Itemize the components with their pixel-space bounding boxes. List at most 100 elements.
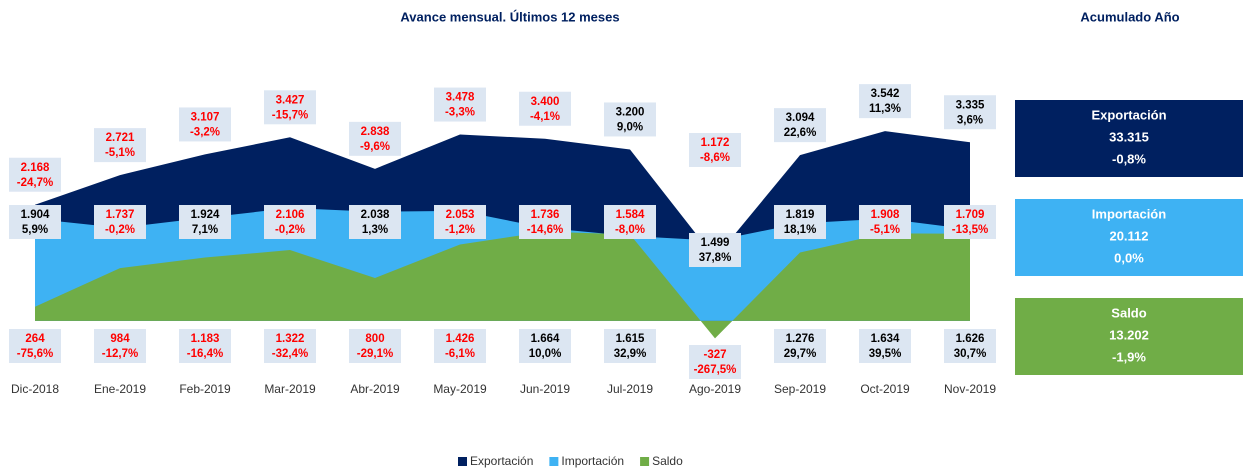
value-label: 3.335 — [956, 99, 985, 111]
value-label: -327 — [703, 349, 726, 361]
summary-box — [1015, 100, 1243, 177]
value-label: 2.721 — [106, 132, 135, 144]
label-box — [689, 233, 741, 267]
value-label: 1.183 — [191, 333, 220, 345]
value-label: 3.542 — [871, 88, 900, 100]
label-box — [519, 329, 571, 363]
label-box — [9, 329, 61, 363]
x-tick-label: Dic-2018 — [11, 382, 59, 396]
value-label: 1.908 — [871, 209, 900, 221]
label-box — [179, 107, 231, 142]
value-label: 1.736 — [531, 209, 560, 221]
value-label: 1.276 — [786, 333, 815, 345]
change-label: -1,2% — [445, 224, 475, 236]
change-label: 7,1% — [192, 224, 218, 236]
label-box — [859, 329, 911, 363]
label-box — [604, 102, 656, 137]
value-label: 800 — [365, 333, 384, 345]
summary-name: Importación — [1092, 206, 1166, 221]
change-label: -13,5% — [952, 224, 988, 236]
change-label: 9,0% — [617, 121, 643, 133]
summary-title: Acumulado Año — [1080, 9, 1179, 24]
change-label: 39,5% — [869, 348, 902, 360]
summary-value: 20.112 — [1109, 228, 1148, 243]
change-label: 5,9% — [22, 224, 48, 236]
change-label: -3,3% — [445, 107, 475, 119]
change-label: -12,7% — [102, 348, 138, 360]
change-label: 3,6% — [957, 114, 983, 126]
label-box — [264, 205, 316, 239]
summary-box — [1015, 298, 1243, 375]
summary-change: -1,9% — [1112, 349, 1146, 364]
summary-change: 0,0% — [1114, 250, 1144, 265]
legend-label: Importación — [561, 454, 624, 468]
x-tick-label: Jul-2019 — [607, 382, 653, 396]
label-box — [859, 205, 911, 239]
value-label: 2.038 — [361, 209, 390, 221]
chart-title: Avance mensual. Últimos 12 meses — [400, 9, 619, 24]
label-box — [774, 205, 826, 239]
value-label: 2.838 — [361, 126, 390, 138]
x-tick-label: Jun-2019 — [520, 382, 570, 396]
value-label: 3.107 — [191, 111, 220, 123]
value-label: 1.426 — [446, 333, 475, 345]
change-label: -29,1% — [357, 348, 393, 360]
change-label: 22,6% — [784, 127, 817, 139]
value-label: 984 — [110, 333, 130, 345]
value-label: 3.094 — [786, 112, 815, 124]
value-label: 1.499 — [701, 237, 730, 249]
change-label: -24,7% — [17, 177, 53, 189]
x-tick-label: May-2019 — [433, 382, 487, 396]
value-label: 1.664 — [531, 333, 560, 345]
change-label: -8,6% — [700, 152, 730, 164]
change-label: 18,1% — [784, 224, 817, 236]
change-label: 10,0% — [529, 348, 562, 360]
value-label: 1.634 — [871, 333, 900, 345]
summary-box — [1015, 199, 1243, 276]
change-label: -75,6% — [17, 348, 53, 360]
label-box — [604, 205, 656, 239]
change-label: -9,6% — [360, 141, 390, 153]
value-label: 2.168 — [21, 162, 50, 174]
change-label: -3,2% — [190, 126, 220, 138]
change-label: 1,3% — [362, 224, 388, 236]
change-label: -4,1% — [530, 111, 560, 123]
label-box — [179, 329, 231, 363]
label-box — [94, 329, 146, 363]
change-label: 11,3% — [869, 103, 901, 115]
change-label: -16,4% — [187, 348, 223, 360]
label-box — [349, 205, 401, 239]
x-tick-label: Sep-2019 — [774, 382, 826, 396]
change-label: -32,4% — [272, 348, 308, 360]
x-tick-label: Feb-2019 — [179, 382, 231, 396]
value-label: 1.904 — [21, 209, 50, 221]
x-tick-label: Mar-2019 — [264, 382, 316, 396]
change-label: 30,7% — [954, 348, 987, 360]
label-box — [604, 329, 656, 363]
label-box — [944, 329, 996, 363]
change-label: -14,6% — [527, 224, 563, 236]
x-tick-label: Ene-2019 — [94, 382, 146, 396]
label-box — [774, 329, 826, 363]
value-label: 3.427 — [276, 94, 305, 106]
label-box — [434, 87, 486, 122]
value-label: 1.584 — [616, 209, 645, 221]
change-label: -0,2% — [105, 224, 135, 236]
value-label: 3.200 — [616, 106, 645, 118]
change-label: -8,0% — [615, 224, 645, 236]
x-tick-label: Ago-2019 — [689, 382, 741, 396]
label-box — [349, 121, 401, 156]
value-label: 1.924 — [191, 209, 220, 221]
value-label: 1.737 — [106, 209, 135, 221]
label-box — [9, 157, 61, 192]
change-label: -0,2% — [275, 224, 305, 236]
label-box — [434, 329, 486, 363]
x-tick-label: Abr-2019 — [350, 382, 400, 396]
value-label: 1.322 — [276, 333, 305, 345]
legend-label: Saldo — [652, 454, 683, 468]
change-label: -5,1% — [870, 224, 900, 236]
x-tick-label: Nov-2019 — [944, 382, 996, 396]
legend-swatch — [549, 457, 559, 466]
label-box — [944, 95, 996, 130]
